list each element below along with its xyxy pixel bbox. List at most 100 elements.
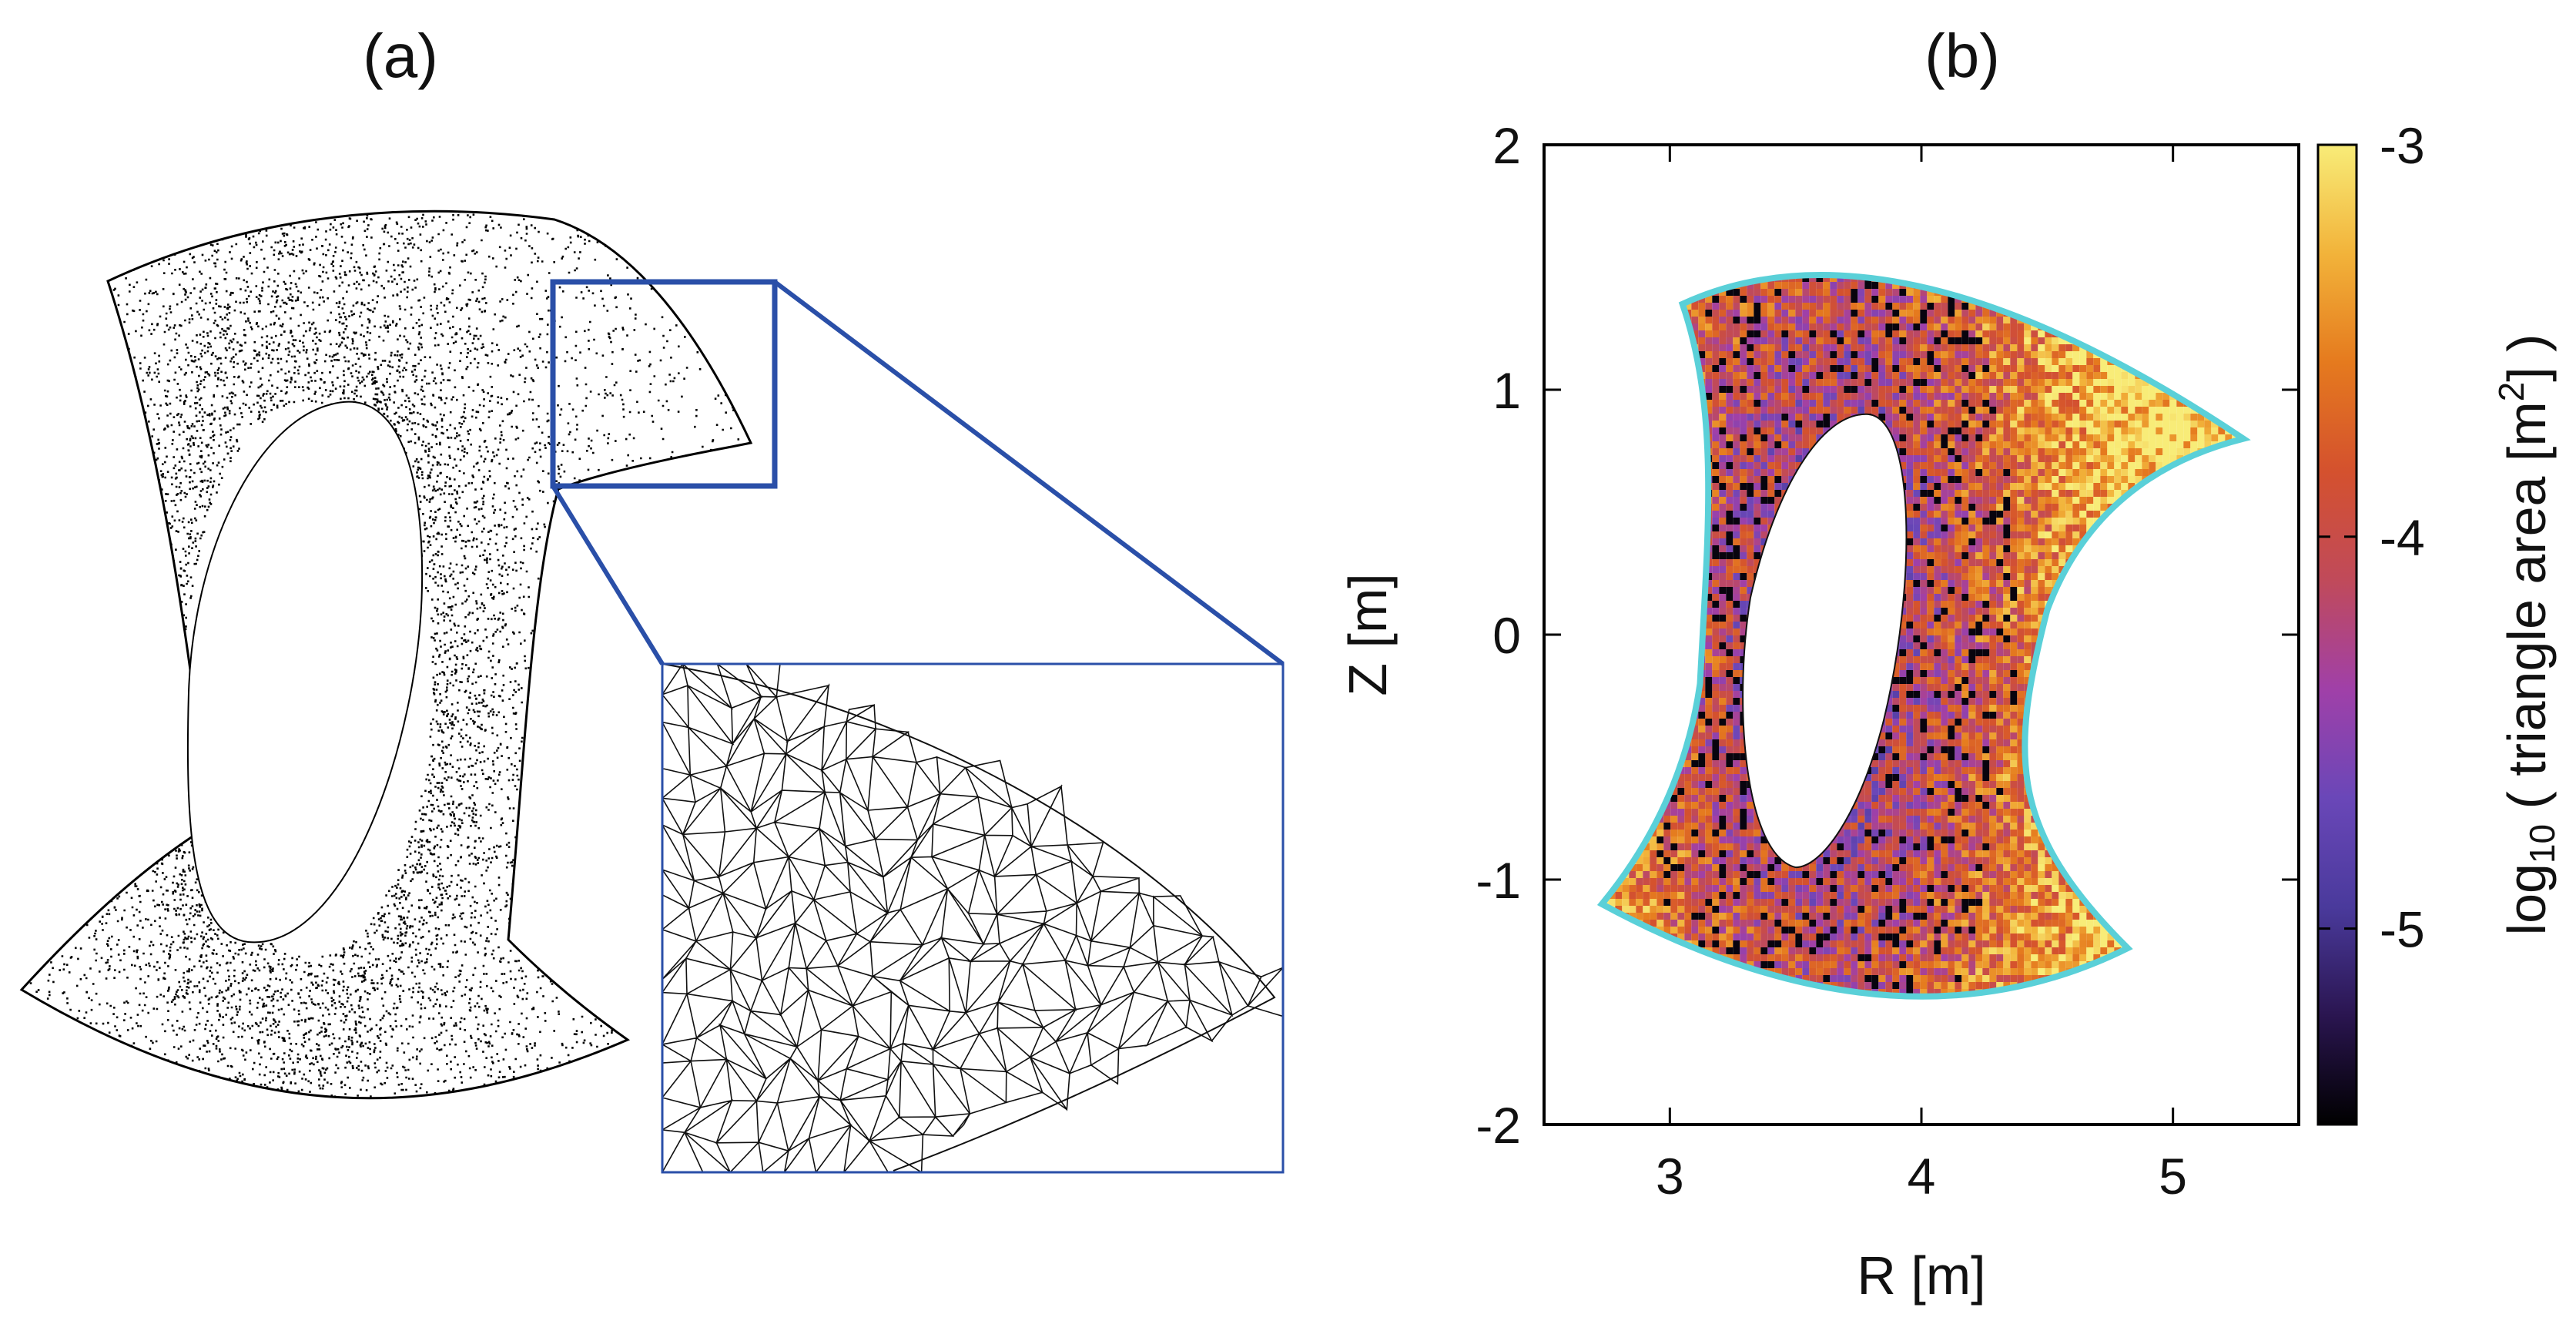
heatmap-cell [1927,268,1934,275]
heatmap-cell [1934,594,1941,601]
heatmap-cell [1636,628,1643,635]
heatmap-cell [2086,310,2094,317]
heatmap-cell [1691,330,1699,337]
heatmap-cell [1594,421,1601,427]
heatmap-cell [2052,545,2059,552]
heatmap-cell [2149,601,2156,608]
heatmap-cell [2218,490,2226,497]
heatmap-cell [1698,296,1706,303]
heatmap-cell [2128,282,2136,289]
heatmap-cell [2045,386,2052,393]
heatmap-cell [2114,407,2122,414]
heatmap-cell [2045,289,2052,296]
heatmap-cell [1629,615,1636,622]
heatmap-cell [2169,573,2177,580]
heatmap-cell [2114,372,2122,379]
heatmap-cell [1920,587,1928,594]
heatmap-cell [2010,344,2018,351]
heatmap-cell [1740,407,1747,414]
heatmap-cell [1726,296,1734,303]
heatmap-cell [1747,407,1754,414]
heatmap-cell [2024,531,2032,538]
heatmap-cell [2121,622,2129,628]
heatmap-cell [1781,400,1789,407]
heatmap-cell [2169,296,2177,303]
heatmap-cell [1955,469,1962,476]
heatmap-cell [1961,421,1969,427]
heatmap-cell [1650,601,1657,608]
heatmap-cell [1594,441,1601,448]
heatmap-cell [2135,407,2142,414]
heatmap-cell [2100,358,2108,365]
heatmap-cell [1788,372,1796,379]
heatmap-cell [2079,414,2087,421]
heatmap-cell [2218,434,2226,441]
heatmap-cell [1837,414,1844,421]
heatmap-cell [2218,400,2226,407]
heatmap-cell [2079,559,2087,566]
heatmap-cell [1795,462,1803,469]
heatmap-cell [1996,330,2004,337]
heatmap-cell [2204,559,2212,566]
heatmap-cell [2093,317,2101,323]
heatmap-cell [2239,483,2244,490]
heatmap-cell [2232,518,2239,525]
heatmap-cell [2121,434,2129,441]
heatmap-cell [1629,462,1636,469]
heatmap-cell [1726,483,1734,490]
heatmap-cell [2024,351,2032,358]
heatmap-cell [2183,601,2191,608]
heatmap-cell [1816,296,1824,303]
heatmap-cell [1913,427,1921,434]
heatmap-cell [2197,303,2205,310]
heatmap-cell [1615,469,1623,476]
heatmap-cell [1691,622,1699,628]
heatmap-cell [1663,594,1671,601]
heatmap-cell [2045,490,2052,497]
heatmap-cell [1989,462,1997,469]
heatmap-cell [1948,462,1955,469]
heatmap-cell [2065,552,2073,559]
heatmap-cell [1899,344,1907,351]
heatmap-cell [2010,393,2018,400]
heatmap-cell [1844,303,1851,310]
heatmap-cell [1899,303,1907,310]
heatmap-cell [1781,317,1789,323]
heatmap-cell [2225,476,2233,483]
heatmap-cell [2239,469,2244,476]
heatmap-cell [1878,393,1886,400]
heatmap-cell [1677,455,1685,462]
heatmap-cell [1816,400,1824,407]
heatmap-cell [2031,587,2038,594]
heatmap-cell [2072,594,2080,601]
heatmap-cell [1643,531,1650,538]
heatmap-cell [2169,476,2177,483]
heatmap-cell [2010,365,2018,372]
heatmap-cell [2052,448,2059,455]
heatmap-cell [1788,317,1796,323]
heatmap-cell [2128,511,2136,518]
heatmap-cell [2246,337,2253,344]
heatmap-cell [1795,317,1803,323]
heatmap-cell [1961,400,1969,407]
heatmap-cell [1941,622,1948,628]
heatmap-cell [1636,476,1643,483]
heatmap-cell [1955,414,1962,421]
heatmap-cell [1774,268,1781,275]
heatmap-cell [2239,622,2244,628]
heatmap-cell [2183,434,2191,441]
heatmap-cell [1830,317,1837,323]
heatmap-cell [1677,337,1685,344]
heatmap-cell [1982,393,1990,400]
heatmap-cell [1691,400,1699,407]
heatmap-cell [2149,490,2156,497]
heatmap-cell [1989,476,1997,483]
heatmap-cell [2128,407,2136,414]
heatmap-cell [1934,414,1941,421]
heatmap-cell [2149,351,2156,358]
heatmap-cell [2003,483,2011,490]
heatmap-cell [1629,275,1636,282]
heatmap-cell [1802,393,1810,400]
heatmap-cell [1698,310,1706,317]
heatmap-cell [1622,518,1630,525]
